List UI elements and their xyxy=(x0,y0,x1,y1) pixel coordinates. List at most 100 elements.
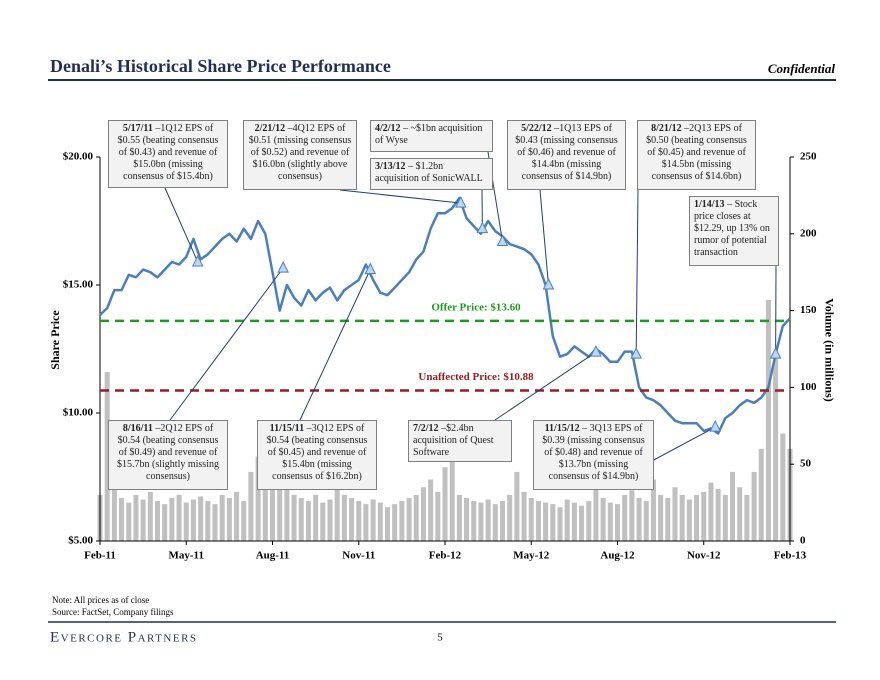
annotation-text: –4Q12 EPS of $0.51 (missing consensus of… xyxy=(248,123,352,182)
volume-bars xyxy=(97,299,793,541)
leader-line xyxy=(635,189,639,355)
volume-bar xyxy=(701,491,707,541)
volume-bar xyxy=(722,494,728,541)
volume-bar xyxy=(499,501,506,541)
volume-bar xyxy=(614,504,621,541)
event-marker xyxy=(496,234,509,246)
source: Source: FactSet, Company filings xyxy=(52,607,174,617)
volume-bar xyxy=(715,488,721,541)
y-tick-label: $15.00 xyxy=(63,279,94,291)
volume-bar xyxy=(737,487,743,541)
title: Denali’s Historical Share Price Performa… xyxy=(50,56,391,76)
volume-bar xyxy=(636,497,642,541)
volume-bar xyxy=(119,497,125,541)
annotation-text: – Stock price closes at $12.29, up 13% o… xyxy=(694,199,770,258)
y-tick-label: $10.00 xyxy=(63,407,94,419)
annotation-box: 8/16/11 –2Q12 EPS of $0.54 (beating cons… xyxy=(108,420,228,490)
volume-bar xyxy=(672,487,678,541)
annotation-box: 8/21/12 –2Q13 EPS of $0.50 (beating cons… xyxy=(637,120,756,190)
volume-bar xyxy=(190,499,196,541)
annotation-date: 4/2/12 xyxy=(375,123,401,134)
volume-bar xyxy=(780,433,786,541)
volume-bar xyxy=(564,499,570,541)
annotation-date: 7/2/12 xyxy=(413,423,439,434)
x-tick-label: Aug-12 xyxy=(600,550,635,562)
volume-bar xyxy=(665,497,671,541)
volume-bar xyxy=(521,491,527,541)
leader-line xyxy=(494,351,597,421)
y2-tick-label: 200 xyxy=(800,227,817,239)
logo: Evercore Partners xyxy=(50,629,198,645)
volume-bar xyxy=(514,471,520,541)
page-number: 5 xyxy=(437,632,443,644)
volume-bar xyxy=(413,494,419,541)
volume-bar xyxy=(154,501,161,541)
volume-bar xyxy=(464,497,470,541)
annotation-text: –2Q13 EPS of $0.50 (beating consensus of… xyxy=(646,123,747,182)
volume-bar xyxy=(579,505,585,541)
event-marker xyxy=(709,419,722,432)
event-marker xyxy=(630,347,642,359)
x-tick-label: Feb-13 xyxy=(774,550,807,562)
annotation-text: –1Q12 EPS of $0.55 (beating consensus of… xyxy=(117,123,219,182)
volume-bar xyxy=(334,487,340,541)
annotation-text: – $1.2bn acquisition of SonicWALL xyxy=(375,161,483,184)
volume-bar xyxy=(765,299,771,541)
x-tick-label: Feb-12 xyxy=(429,550,462,562)
event-marker xyxy=(277,260,289,273)
annotation-box: 11/15/12 – 3Q13 EPS of $0.39 (missing co… xyxy=(533,420,654,490)
volume-bar xyxy=(341,494,347,541)
volume-bar xyxy=(399,501,405,541)
volume-bar xyxy=(269,464,276,541)
y2-tick-label: 250 xyxy=(800,151,817,163)
annotation-date: 3/13/12 xyxy=(375,161,406,172)
volume-bar xyxy=(241,501,247,541)
volume-bar xyxy=(442,467,448,541)
event-marker xyxy=(476,221,489,234)
volume-bar xyxy=(219,494,225,541)
volume-bar xyxy=(169,497,175,541)
volume-bar xyxy=(708,482,714,541)
volume-bar xyxy=(758,448,764,541)
volume-bar xyxy=(543,502,549,541)
volume-bar xyxy=(226,497,232,541)
volume-bar xyxy=(528,497,534,541)
volume-bar xyxy=(133,494,139,541)
volume-bar xyxy=(607,502,613,541)
volume-bar xyxy=(622,494,628,541)
volume-bar xyxy=(643,501,649,541)
annotation-date: 5/17/11 xyxy=(122,123,153,134)
reference-label: Offer Price: $13.60 xyxy=(431,301,521,313)
volume-bar xyxy=(377,502,383,541)
volume-bar xyxy=(485,499,491,541)
volume-bar xyxy=(291,494,297,541)
x-tick-label: Nov-12 xyxy=(687,550,721,562)
volume-bar xyxy=(284,487,290,541)
annotation-text: –3Q12 EPS of $0.54 (beating consensus of… xyxy=(266,423,368,482)
annotation-box: 4/2/12 – ~$1bn acquisition of Wyse xyxy=(370,120,493,152)
leader-line xyxy=(169,267,284,421)
reference-label: Unaffected Price: $10.88 xyxy=(418,371,534,383)
annotation-date: 11/15/11 xyxy=(269,423,305,434)
volume-bar xyxy=(535,501,541,541)
volume-bar xyxy=(298,497,304,541)
annotation-box: 3/13/12 – $1.2bn acquisition of SonicWAL… xyxy=(370,158,493,190)
volume-bar xyxy=(320,502,326,541)
leader-line xyxy=(539,189,549,286)
y-axis-title: Share Price xyxy=(48,310,62,370)
event-marker xyxy=(542,277,555,290)
volume-bar xyxy=(384,507,391,541)
y2-tick-label: 50 xyxy=(800,458,812,470)
annotation-text: –1Q13 EPS of $0.43 (missing consensus of… xyxy=(515,123,618,182)
annotation-box: 7/2/12 –$2.4bn acquisition of Quest Soft… xyxy=(408,420,512,462)
volume-bar xyxy=(248,471,254,541)
volume-bar xyxy=(751,471,757,541)
annotation-box: 5/17/11 –1Q12 EPS of $0.55 (beating cons… xyxy=(108,120,228,188)
y-tick-label: $20.00 xyxy=(63,151,94,163)
volume-bar xyxy=(198,496,204,541)
event-marker xyxy=(191,254,204,267)
volume-bar xyxy=(507,494,513,541)
volume-bar xyxy=(593,487,599,541)
